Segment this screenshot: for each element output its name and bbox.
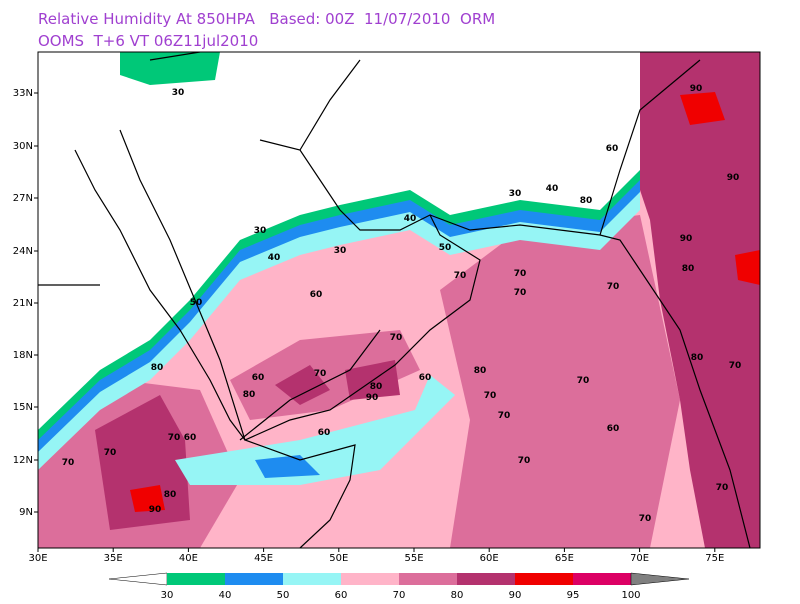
- coastlines: [38, 52, 751, 548]
- contour-label: 60: [310, 290, 323, 300]
- map-frame: [37, 51, 761, 549]
- contour-label: 70: [62, 458, 75, 468]
- lon-label: 40E: [179, 553, 198, 564]
- contour-label: 80: [682, 264, 695, 274]
- contour-label: 70: [104, 448, 117, 458]
- colorbar-end: [630, 572, 690, 586]
- colorbar-swatch: [225, 573, 283, 585]
- contour-label: 70: [514, 269, 527, 279]
- lat-label: 21N: [13, 298, 33, 309]
- contour-label: 70: [514, 288, 527, 298]
- lon-label: 70E: [630, 553, 649, 564]
- colorbar-swatch: [457, 573, 515, 585]
- colorbar-swatch: [283, 573, 341, 585]
- contour-label: 90: [149, 505, 162, 515]
- contour-label: 30: [334, 246, 347, 256]
- contour-label: 70: [168, 433, 181, 443]
- contour-label: 30: [172, 88, 185, 98]
- lat-label: 18N: [13, 350, 33, 361]
- contour-label: 70: [729, 361, 742, 371]
- subtitle: OOMS T+6 VT 06Z11jul2010: [38, 32, 258, 50]
- colorbar-swatch: [515, 573, 573, 585]
- contour-label: 80: [474, 366, 487, 376]
- contour-label: 90: [727, 173, 740, 183]
- contour-label: 90: [366, 393, 379, 403]
- contour-label: 90: [680, 234, 693, 244]
- contour-label: 80: [151, 363, 164, 373]
- colorbar-label: 30: [161, 590, 174, 600]
- contour-label: 40: [268, 253, 281, 263]
- colorbar-label: 95: [567, 590, 580, 600]
- lon-label: 45E: [254, 553, 273, 564]
- lon-label: 35E: [104, 553, 123, 564]
- title: Relative Humidity At 850HPA Based: 00Z 1…: [38, 10, 495, 28]
- lon-label: 60E: [480, 553, 499, 564]
- contour-label: 80: [164, 490, 177, 500]
- contour-label: 70: [498, 411, 511, 421]
- lat-label: 30N: [13, 141, 33, 152]
- contour-label: 80: [580, 196, 593, 206]
- colorbar-end: [108, 572, 168, 586]
- lat-label: 12N: [13, 455, 33, 466]
- lon-label: 65E: [555, 553, 574, 564]
- colorbar-swatch: [399, 573, 457, 585]
- contour-label: 80: [243, 390, 256, 400]
- contour-label: 60: [318, 428, 331, 438]
- contour-label: 60: [607, 424, 620, 434]
- lat-label: 24N: [13, 246, 33, 257]
- contour-label: 70: [454, 271, 467, 281]
- colorbar-label: 50: [277, 590, 290, 600]
- lat-label: 9N: [19, 507, 33, 518]
- dry-bands: [38, 52, 640, 470]
- lon-label: 55E: [404, 553, 423, 564]
- contour-label: 70: [518, 456, 531, 466]
- contour-label: 70: [639, 514, 652, 524]
- colorbar-label: 80: [451, 590, 464, 600]
- contour-label: 70: [390, 333, 403, 343]
- colorbar-swatch: [341, 573, 399, 585]
- contour-label: 50: [190, 298, 203, 308]
- contour-label: 40: [546, 184, 559, 194]
- colorbar-swatch: [573, 573, 631, 585]
- contour-label: 80: [691, 353, 704, 363]
- lon-label: 30E: [28, 553, 47, 564]
- colorbar-label: 90: [509, 590, 522, 600]
- colorbar-swatch: [167, 573, 225, 585]
- contour-label: 80: [370, 382, 383, 392]
- contour-label: 90: [690, 84, 703, 94]
- colorbar-label: 60: [335, 590, 348, 600]
- lat-label: 15N: [13, 402, 33, 413]
- colorbar-label: 70: [393, 590, 406, 600]
- contour-label: 50: [439, 243, 452, 253]
- contour-label: 60: [419, 373, 432, 383]
- lon-label: 75E: [705, 553, 724, 564]
- colorbar-label: 100: [621, 590, 640, 600]
- contour-label: 60: [606, 144, 619, 154]
- contour-label: 30: [509, 189, 522, 199]
- map-field: [38, 52, 760, 548]
- contour-label: 70: [484, 391, 497, 401]
- lon-label: 50E: [329, 553, 348, 564]
- contour-label: 30: [254, 226, 267, 236]
- contour-label: 70: [314, 369, 327, 379]
- contour-label: 40: [404, 214, 417, 224]
- colorbar-label: 40: [219, 590, 232, 600]
- contour-label: 70: [716, 483, 729, 493]
- contour-label: 70: [577, 376, 590, 386]
- contour-label: 60: [184, 433, 197, 443]
- contour-label: 60: [252, 373, 265, 383]
- lat-label: 27N: [13, 193, 33, 204]
- lat-label: 33N: [13, 88, 33, 99]
- contour-label: 70: [607, 282, 620, 292]
